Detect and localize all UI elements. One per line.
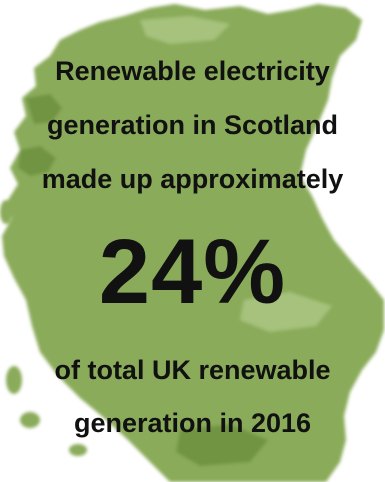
island-shape [0,200,12,224]
stat-value: 24% [98,221,287,323]
island-shape [69,444,87,456]
headline-line-1: Renewable electricity [55,56,330,86]
footer-line-2: generation in 2016 [73,408,312,438]
headline-line-3: made up approximately [41,164,344,194]
mainland-shape [2,4,384,482]
island-shape [20,412,40,428]
island-shape [6,366,22,394]
headline-line-2: generation in Scotland [46,110,339,140]
footer-line-1: of total UK renewable [54,355,331,385]
